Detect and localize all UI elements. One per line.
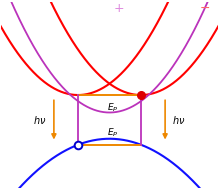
Text: $h\nu$: $h\nu$ xyxy=(33,114,47,126)
Text: $E_P$: $E_P$ xyxy=(107,101,119,114)
Text: $E_P$: $E_P$ xyxy=(107,126,119,139)
Text: $h\nu$: $h\nu$ xyxy=(172,114,186,126)
Text: −: − xyxy=(200,2,210,15)
Text: +: + xyxy=(113,2,124,15)
